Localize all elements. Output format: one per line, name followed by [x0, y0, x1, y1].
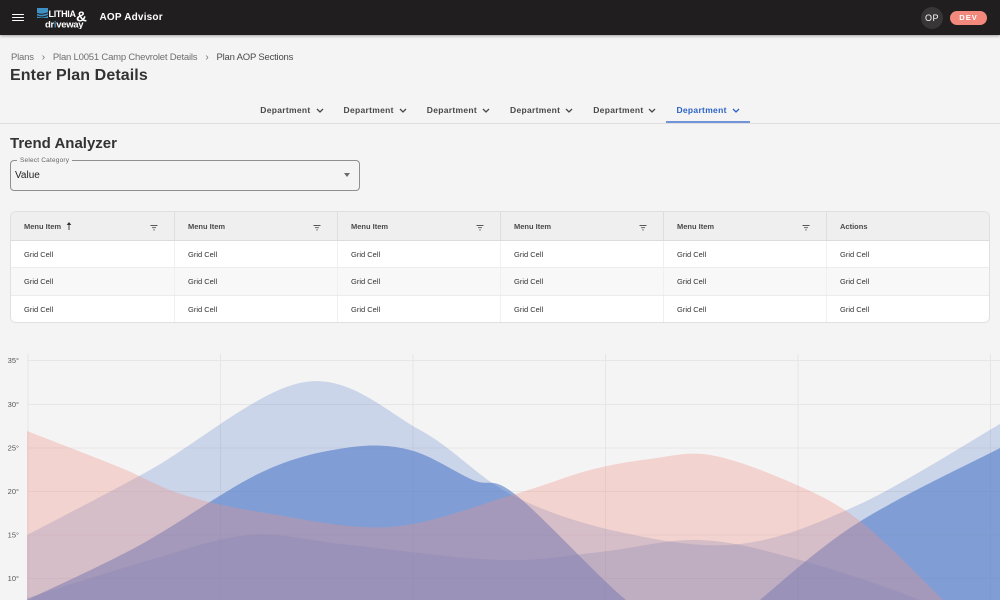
svg-text:10°: 10° [8, 574, 19, 583]
svg-text:30°: 30° [8, 400, 19, 409]
svg-text:driveway: driveway [45, 19, 84, 29]
svg-text:&: & [76, 8, 87, 25]
svg-text:35°: 35° [8, 356, 19, 365]
svg-text:25°: 25° [8, 444, 19, 453]
svg-text:15°: 15° [8, 531, 19, 540]
svg-text:20°: 20° [8, 487, 19, 496]
svg-text:LITHIA: LITHIA [48, 9, 76, 19]
